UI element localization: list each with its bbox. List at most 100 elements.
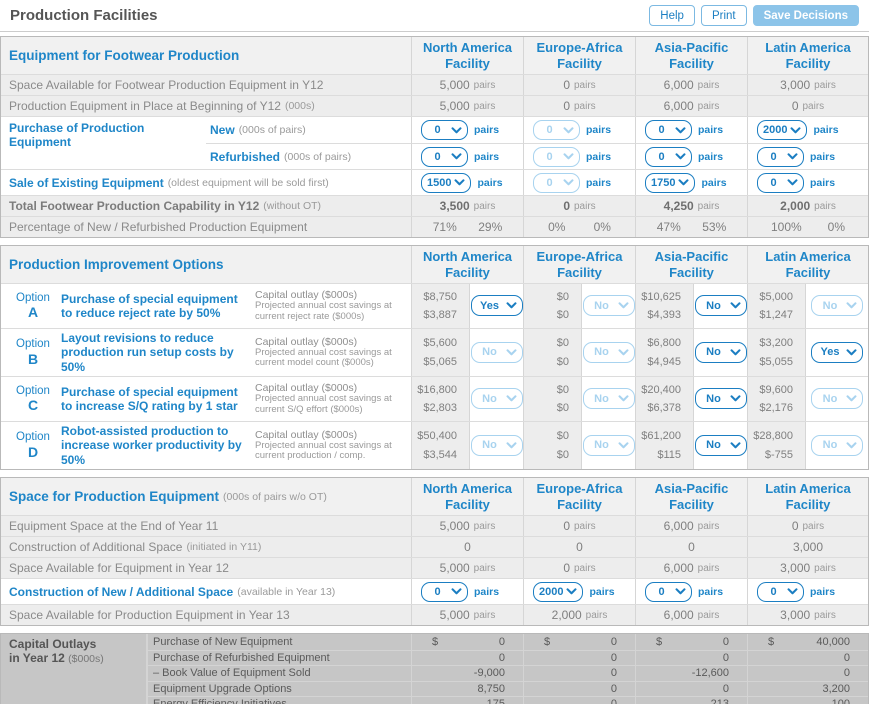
row-label-cell: Total Footwear Production Capability in … (1, 196, 411, 216)
option-choice-cell: No (805, 284, 868, 328)
section-improvement-options: Production Improvement Options North Amer… (0, 245, 869, 471)
value: 0 (610, 682, 617, 695)
section-capital-outlays: Capital Outlays in Year 12 ($000s) Purchas… (0, 633, 869, 704)
capital-outlay-label: Capital outlay ($000s) (255, 335, 358, 348)
facility-name-line: North America (422, 248, 513, 264)
chevron-down-icon (846, 442, 857, 449)
facility-name: North America Facility (423, 481, 512, 512)
value: -9,000 (473, 667, 505, 680)
row-note: (000s) (284, 100, 315, 112)
capital-outlay-value: $9,600 (759, 383, 793, 396)
value: 0 (563, 78, 570, 92)
unit-label: pairs (697, 200, 720, 212)
capital-outlays-note: ($000s) (68, 653, 104, 666)
construction-space-dropdown-1[interactable]: 2000 (533, 581, 584, 602)
facility-header: North America Facility (411, 246, 523, 283)
element: 2000 pairs (747, 117, 868, 143)
option-A-dropdown-2[interactable]: No (694, 295, 747, 317)
option-word: Option (16, 338, 50, 351)
chevron-down-icon (506, 395, 517, 402)
value: 0 (563, 99, 570, 113)
construction-space-dropdown-0[interactable]: 0 (421, 581, 468, 602)
unit-label: pairs (810, 585, 836, 598)
facility-name-line: Europe-Africa (536, 248, 623, 264)
section-title-cell: Equipment for Footwear Production (1, 37, 411, 74)
dropdown-value: No (822, 299, 838, 312)
option-values-cell: $6,800 $4,945 (635, 328, 693, 377)
chevron-down-icon (506, 302, 517, 309)
capital-outlay-label: Capital outlay ($000s) (255, 289, 358, 301)
option-values-cell: $61,200 $115 (635, 421, 693, 470)
capital-outlays-rows: Purchase of New Equipment $0 $0 $0 $40,000 Pu… (146, 634, 868, 704)
sale-equipment-dropdown-0[interactable]: 1500 (421, 172, 472, 193)
chevron-down-icon (618, 349, 629, 356)
main-content: Equipment for Footwear Production North A… (0, 36, 869, 704)
facility-name: Latin America Facility (765, 481, 851, 512)
capital-outlay-value: $16,800 (417, 383, 457, 396)
purchase-refurbished-dropdown-3[interactable]: 0 (757, 146, 804, 167)
purchase-refurbished-dropdown-2[interactable]: 0 (645, 146, 692, 167)
help-button[interactable]: Help (649, 5, 695, 26)
capital-outlay-value: $5,000 (759, 290, 793, 303)
unit-label: pairs (697, 609, 720, 621)
value: 0 (576, 540, 583, 555)
option-label-cell: Option D Robot-assisted production to incr… (1, 421, 411, 470)
unit-label: pairs (697, 562, 720, 574)
option-values-cell: $16,800 $2,803 (411, 377, 469, 421)
capital-outlay-value: $0 (556, 290, 569, 303)
value-cell: 0 pairs (523, 96, 635, 116)
section-title: Production Improvement Options (9, 257, 224, 272)
facility-header: Asia-Pacific Facility (635, 478, 747, 516)
purchase-refurbished-dropdown-0[interactable]: 0 (421, 146, 468, 167)
chevron-down-icon (454, 179, 465, 186)
row-label: Purchase of Production Equipment (9, 121, 145, 149)
facility-name-line: Facility (785, 264, 831, 280)
unit-label: pairs (473, 609, 496, 621)
dropdown-value: 0 (434, 585, 441, 598)
purchase-new-dropdown-3[interactable]: 2000 (757, 120, 808, 140)
value: 3,200 (822, 682, 850, 695)
option-C-dropdown-2[interactable]: No (694, 388, 747, 410)
sub-row-label: Refurbished (210, 149, 281, 164)
savings-label: Projected annual cost savings at current… (255, 393, 392, 415)
value: 0 (843, 667, 850, 680)
chevron-down-icon (506, 442, 517, 449)
row-percentage-new-refurbished: Percentage of New / Refurbished Producti… (1, 216, 868, 237)
chevron-down-icon (846, 349, 857, 356)
purchase-new-dropdown-0[interactable]: 0 (421, 120, 468, 140)
construction-space-dropdown-3[interactable]: 0 (757, 581, 804, 602)
option-B-dropdown-3[interactable]: Yes (811, 341, 863, 363)
capital-outlay-value: $20,400 (641, 383, 681, 396)
unit-label: pairs (802, 520, 825, 532)
option-C-dropdown-3: No (811, 388, 863, 410)
element: 2000 pairs (523, 579, 635, 605)
value: 40,000 (816, 635, 850, 648)
purchase-new-dropdown-2[interactable]: 0 (645, 120, 692, 140)
value: 8,750 (477, 682, 505, 695)
save-decisions-button[interactable]: Save Decisions (752, 5, 859, 26)
option-A-dropdown-0[interactable]: Yes (470, 295, 523, 317)
construction-space-dropdown-2[interactable]: 0 (645, 581, 692, 602)
savings-value: $0 (556, 308, 569, 321)
savings-value: $4,945 (647, 356, 681, 369)
savings-value: $0 (556, 401, 569, 414)
option-D-dropdown-3: No (811, 434, 863, 456)
savings-value: $0 (556, 449, 569, 462)
row-space-available-y13: Space Available for Production Equipment… (1, 604, 868, 626)
chevron-down-icon (675, 126, 686, 134)
option-values-cell: $0 $0 (523, 377, 581, 421)
row-label: Sale of Existing Equipment (9, 175, 164, 190)
sale-equipment-dropdown-3[interactable]: 0 (757, 172, 804, 193)
value: -12,600 (691, 667, 729, 680)
option-B-dropdown-2[interactable]: No (694, 341, 747, 363)
value: 3,000 (780, 561, 811, 576)
value: 0 (498, 651, 505, 664)
print-button[interactable]: Print (700, 5, 747, 26)
option-D-dropdown-2[interactable]: No (694, 434, 747, 456)
sale-equipment-dropdown-2[interactable]: 1750 (645, 172, 696, 193)
option-letter: A (27, 304, 39, 321)
facility-header: North America Facility (411, 37, 523, 74)
value-cell: 5,000 pairs (411, 558, 523, 579)
savings-value: $4,393 (647, 308, 681, 321)
facility-name-line: Facility (445, 55, 490, 71)
